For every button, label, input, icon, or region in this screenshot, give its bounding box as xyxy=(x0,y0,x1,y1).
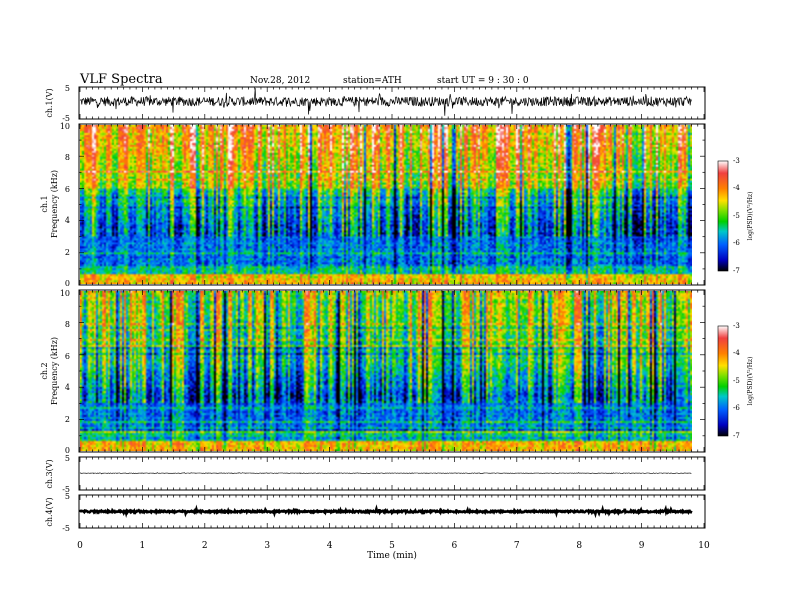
ch3-ylabel: ch.3(V) xyxy=(45,459,54,488)
ch1-spec-ytick-4: 4 xyxy=(65,216,70,225)
ch2-spectrogram-image xyxy=(80,291,692,451)
x-tick-label: 8 xyxy=(576,541,582,551)
ch1-spec-ylabel: Frequency (kHz) xyxy=(50,170,59,238)
ch3-ytick-top: 5 xyxy=(65,454,70,463)
colorbar-ch2-gradient xyxy=(717,325,729,437)
ch1-spec-ytick-2: 2 xyxy=(65,248,70,257)
colorbar-ch2-tick-m7: -7 xyxy=(733,432,740,440)
x-axis-tick-labels: 0 1 2 3 4 5 6 7 8 9 10 xyxy=(77,541,710,551)
ch1-waveform-line xyxy=(79,87,692,116)
x-tick-label: 2 xyxy=(202,541,208,551)
ch2-spec-ytick-0: 0 xyxy=(65,446,70,455)
ch1-ylabel: ch.1(V) xyxy=(45,88,54,117)
figure-title: VLF Spectra xyxy=(79,72,163,87)
ch1-spectrogram-image xyxy=(80,125,692,284)
x-tick-label: 0 xyxy=(77,541,83,551)
ch2-spec-ylabel-channel: ch.2 xyxy=(40,362,49,379)
ch4-ytick-bottom: -5 xyxy=(62,524,70,533)
x-tick-label: 1 xyxy=(140,541,146,551)
x-tick-label: 5 xyxy=(389,541,395,551)
colorbar-ch2-tick-m3: -3 xyxy=(733,322,740,330)
ch4-ytick-top: 5 xyxy=(65,492,70,501)
ch2-spec-ytick-2: 2 xyxy=(65,415,70,424)
ch2-spec-ytick-10: 10 xyxy=(60,289,70,298)
axis-ticks xyxy=(79,87,705,528)
panel-ch2-spectrogram: 10 8 6 4 2 0 ch.2 Frequency (kHz) xyxy=(40,289,706,455)
colorbar-ch2-label: log(PSD)(V²/Hz) xyxy=(747,357,754,406)
ch2-spec-ytick-4: 4 xyxy=(65,383,70,392)
colorbar-ch1-tick-m4: -4 xyxy=(733,184,740,192)
ch3-waveform-line xyxy=(79,472,692,475)
x-axis-label: Time (min) xyxy=(367,550,417,561)
x-tick-label: 9 xyxy=(639,541,645,551)
panel-ch3-waveform: 5 -5 ch.3(V) xyxy=(45,454,706,494)
panel-ch4-waveform: 5 -5 ch.4(V) xyxy=(45,492,706,533)
ch1-ytick-bottom: -5 xyxy=(62,114,70,123)
colorbar-ch1-tick-m3: -3 xyxy=(733,157,740,165)
ch1-spec-ytick-8: 8 xyxy=(65,153,70,162)
ch4-ylabel: ch.4(V) xyxy=(45,497,54,526)
ch2-spec-ytick-6: 6 xyxy=(65,352,70,361)
x-tick-label: 3 xyxy=(264,541,270,551)
panel-ch1-waveform: 5 -5 ch.1(V) xyxy=(45,84,706,123)
ch3-ytick-bottom: -5 xyxy=(62,485,70,494)
colorbar-ch1-tick-m7: -7 xyxy=(733,267,740,275)
ch1-ytick-top: 5 xyxy=(65,84,70,93)
colorbar-ch1-tick-m5: -5 xyxy=(733,212,740,220)
ch4-waveform-line xyxy=(78,504,693,519)
ch1-spec-ytick-0: 0 xyxy=(65,279,70,288)
colorbar-ch1: -3 -4 -5 -6 -7 log(PSD)(V²/Hz) xyxy=(717,157,754,275)
colorbar-ch1-label: log(PSD)(V²/Hz) xyxy=(747,192,754,241)
ch1-spec-ytick-10: 10 xyxy=(60,122,70,131)
x-tick-label: 10 xyxy=(698,541,710,551)
start-time-label: start UT = 9 : 30 : 0 xyxy=(437,76,529,86)
ch1-spec-ylabel-channel: ch.1 xyxy=(40,195,49,212)
x-tick-label: 4 xyxy=(327,541,333,551)
colorbar-ch1-tick-m6: -6 xyxy=(733,239,740,247)
x-tick-label: 7 xyxy=(514,541,520,551)
station-label: station=ATH xyxy=(343,76,402,86)
colorbar-ch2-tick-m4: -4 xyxy=(733,349,740,357)
colorbar-ch2-tick-m5: -5 xyxy=(733,377,740,385)
date-label: Nov.28, 2012 xyxy=(250,76,310,86)
ch1-spec-ytick-6: 6 xyxy=(65,185,70,194)
x-tick-label: 6 xyxy=(452,541,458,551)
ch2-spec-ytick-8: 8 xyxy=(65,320,70,329)
colorbar-ch2-tick-m6: -6 xyxy=(733,404,740,412)
colorbar-ch2: -3 -4 -5 -6 -7 log(PSD)(V²/Hz) xyxy=(717,322,754,440)
ch2-spec-ylabel: Frequency (kHz) xyxy=(50,337,59,405)
colorbar-ch1-gradient xyxy=(717,160,729,272)
panel-ch1-spectrogram: 10 8 6 4 2 0 ch.1 Frequency (kHz) xyxy=(40,122,706,288)
